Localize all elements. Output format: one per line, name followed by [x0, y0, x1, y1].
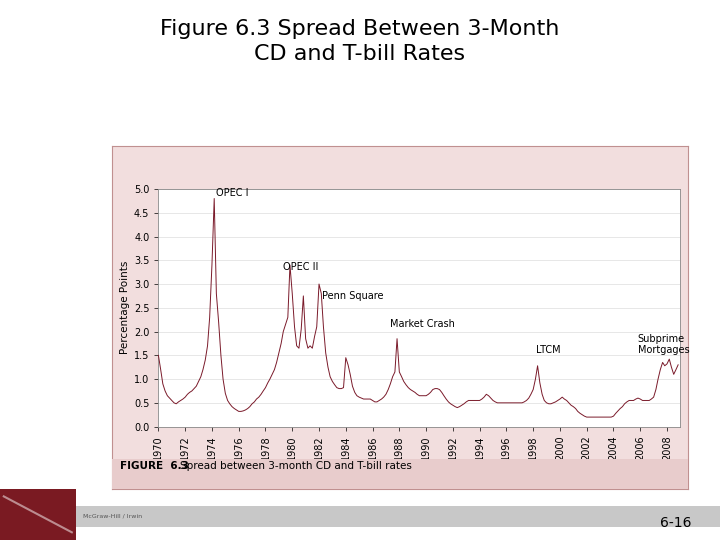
- Text: OPEC II: OPEC II: [283, 262, 318, 272]
- Text: OPEC I: OPEC I: [216, 187, 248, 198]
- Text: Figure 6.3 Spread Between 3-Month
CD and T-bill Rates: Figure 6.3 Spread Between 3-Month CD and…: [161, 19, 559, 64]
- Text: Penn Square: Penn Square: [322, 291, 383, 301]
- Text: McGraw-Hill / Irwin: McGraw-Hill / Irwin: [83, 514, 142, 519]
- Text: Subprime
Mortgages: Subprime Mortgages: [638, 334, 689, 355]
- Text: Spread between 3-month CD and T-bill rates: Spread between 3-month CD and T-bill rat…: [180, 461, 412, 471]
- Text: LTCM: LTCM: [536, 345, 560, 355]
- Y-axis label: Percentage Points: Percentage Points: [120, 261, 130, 354]
- Text: 6-16: 6-16: [660, 516, 691, 530]
- Text: FIGURE  6.3: FIGURE 6.3: [120, 461, 189, 471]
- Text: Market Crash: Market Crash: [390, 319, 455, 329]
